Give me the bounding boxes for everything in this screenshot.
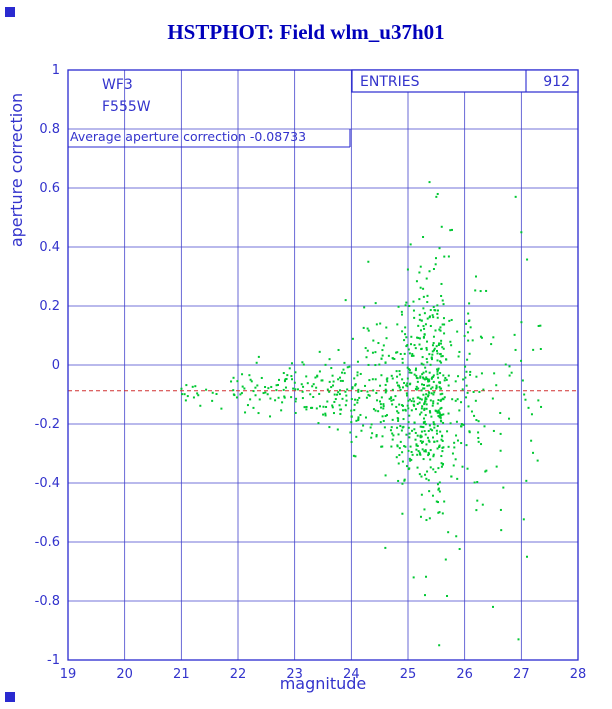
svg-text:0.4: 0.4	[39, 240, 60, 255]
svg-text:23: 23	[286, 667, 303, 682]
svg-text:0.2: 0.2	[39, 299, 60, 314]
svg-text:0: 0	[52, 358, 60, 373]
svg-text:26: 26	[456, 667, 473, 682]
svg-text:22: 22	[230, 667, 247, 682]
detector-filter-labels: WF3 F555W	[102, 77, 151, 115]
svg-text:25: 25	[400, 667, 417, 682]
svg-text:28: 28	[570, 667, 587, 682]
x-axis-tick-labels: 19 20 21 22 23 24 25 26 27 28	[60, 667, 587, 682]
entries-value: 912	[543, 74, 570, 90]
stat-box: ENTRIES 912	[351, 69, 579, 93]
corner-marker-bottom-left	[5, 692, 15, 702]
svg-text:-0.4: -0.4	[35, 476, 60, 491]
svg-text:-0.2: -0.2	[35, 417, 60, 432]
y-axis-label: aperture correction	[7, 93, 26, 247]
corner-marker-top-left	[5, 7, 15, 17]
svg-text:1: 1	[52, 63, 60, 78]
average-annotation-text: Average aperture correction -0.08733	[70, 129, 306, 144]
average-annotation: Average aperture correction -0.08733	[68, 129, 351, 148]
y-axis-tick-labels: -1 -0.8 -0.6 -0.4 -0.2 0 0.2 0.4 0.6 0.8 1	[35, 63, 60, 668]
svg-text:21: 21	[173, 667, 190, 682]
svg-text:-0.8: -0.8	[35, 594, 60, 609]
page-title: HSTPHOT: Field wlm_u37h01	[167, 20, 445, 44]
svg-text:-0.6: -0.6	[35, 535, 60, 550]
svg-text:0.6: 0.6	[39, 181, 60, 196]
filter-label: F555W	[102, 99, 151, 115]
x-axis-label: magnitude	[280, 674, 367, 693]
entries-label: ENTRIES	[360, 74, 420, 90]
svg-text:19: 19	[60, 667, 77, 682]
svg-text:24: 24	[343, 667, 360, 682]
svg-text:20: 20	[116, 667, 133, 682]
grid-lines	[67, 69, 579, 661]
svg-text:27: 27	[513, 667, 530, 682]
stat-box-frame	[351, 69, 579, 93]
data-points	[180, 181, 543, 647]
plot-frame	[67, 69, 579, 661]
detector-label: WF3	[102, 77, 133, 93]
svg-text:-1: -1	[47, 653, 60, 668]
svg-text:0.8: 0.8	[39, 122, 60, 137]
